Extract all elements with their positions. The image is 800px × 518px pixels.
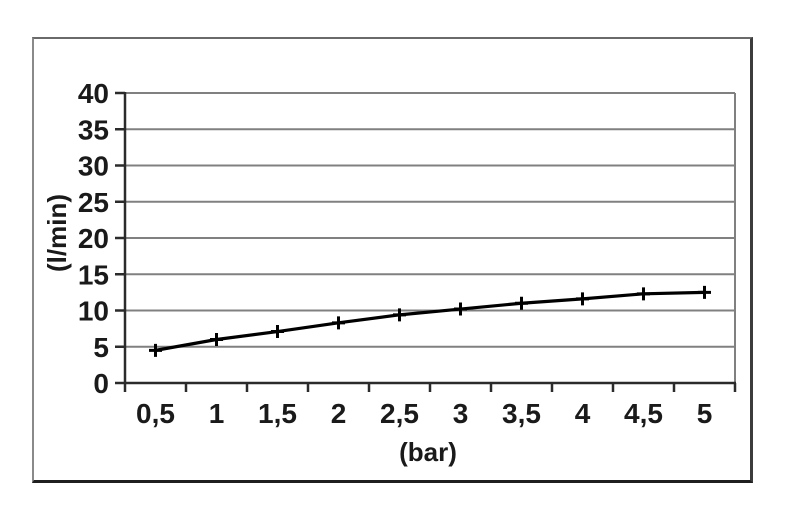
x-tick-label: 3,5 [502,398,541,429]
y-tick-label: 40 [78,78,109,109]
data-point-marker [576,292,589,306]
x-tick-label: 4 [575,398,591,429]
x-tick-label: 0,5 [136,398,175,429]
y-tick-label: 35 [78,114,109,145]
data-point-marker [149,343,162,357]
data-point-marker [271,325,284,339]
y-tick-label: 25 [78,187,109,218]
x-tick-label: 1,5 [258,398,297,429]
x-axis-label: (bar) [399,437,457,467]
data-line [155,290,705,352]
x-tick-label: 2 [331,398,347,429]
x-tick-label: 2,5 [380,398,419,429]
x-tick-label: 3 [453,398,469,429]
data-point-marker [515,296,528,310]
x-tick-label: 5 [697,398,713,429]
y-tick-label: 5 [93,332,109,363]
y-tick-label: 10 [78,296,109,327]
y-tick-label: 15 [78,259,109,290]
data-point-marker [454,302,467,316]
chart-frame: 0 5 10 15 20 25 30 35 40 0,5 1 1,5 2 2,5 3 3,5 4 4,5 5 (l/… [32,37,753,483]
plot-area: 0 5 10 15 20 25 30 35 40 0,5 1 1,5 2 2,5 3 3,5 4 4,5 5 [78,78,737,429]
x-tick-label: 4,5 [624,398,663,429]
data-point-marker [637,287,650,301]
y-tick-label: 20 [78,223,109,254]
data-point-marker [393,308,406,322]
data-point-marker [698,285,711,299]
y-tick-label: 30 [78,151,109,182]
y-tick-label: 0 [93,368,109,399]
data-point-marker [210,333,223,346]
data-point-marker [332,316,345,330]
x-tick-label: 1 [209,398,225,429]
y-axis-label: (l/min) [42,194,72,272]
